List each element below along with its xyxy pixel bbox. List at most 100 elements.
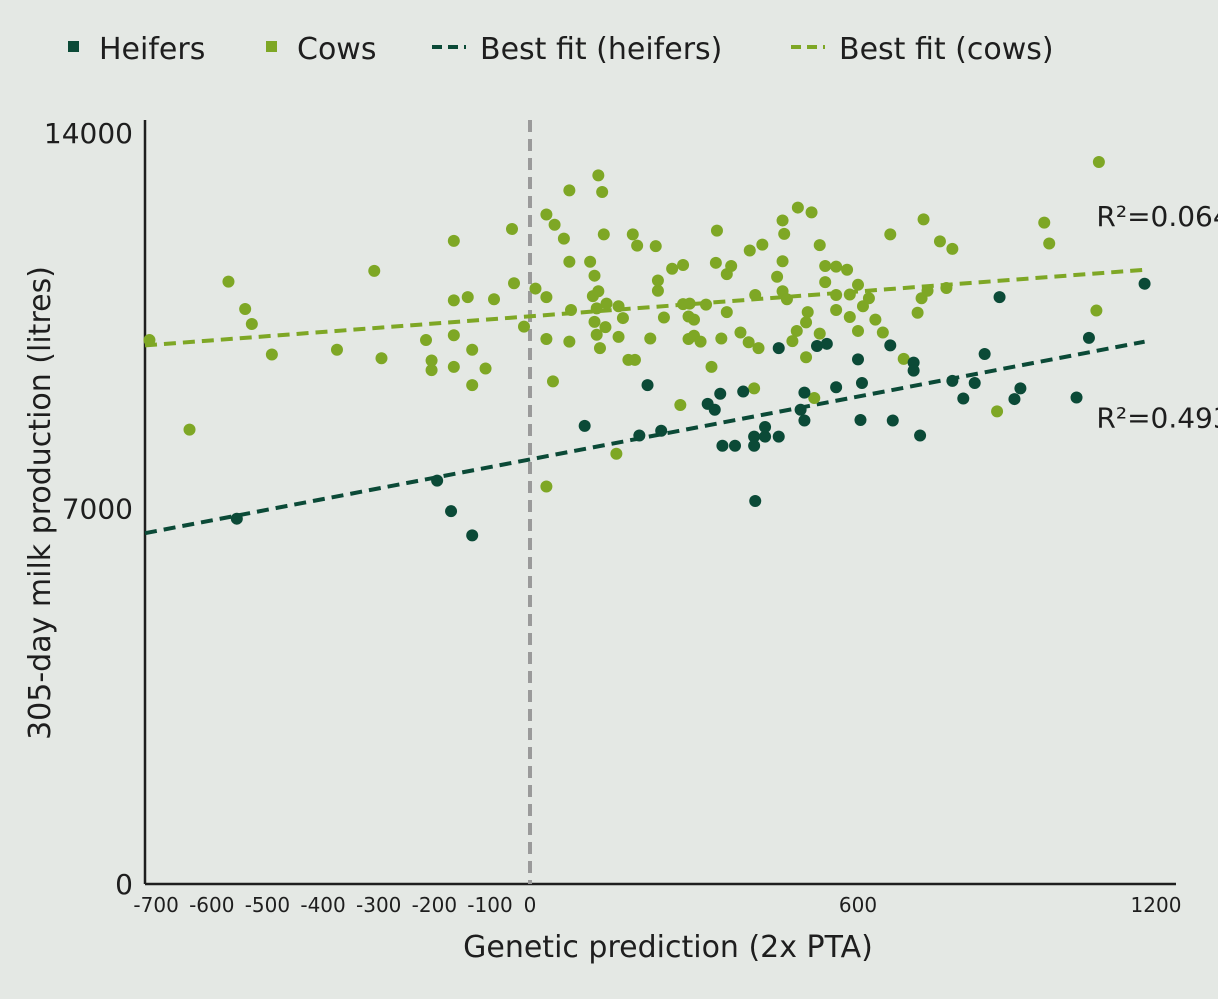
cow-point [368,264,381,277]
y-tick-label: 7000 [62,493,133,526]
heifer-point [716,439,729,452]
cow-point [600,297,613,310]
cow-point [447,294,460,307]
cow-point [529,282,542,295]
cow-point [447,329,460,342]
cow-point [557,232,570,245]
cow-point [584,255,597,268]
cow-point [801,306,814,319]
cow-point [694,335,707,348]
cow-point [876,326,889,339]
heifer-point [957,392,970,405]
cow-point [563,255,576,268]
heifer-point [230,512,243,525]
cow-point [590,328,603,341]
cow-point [862,292,875,305]
x-tick-label: -500 [245,893,290,917]
cow-point [709,256,722,269]
cow-point [239,302,252,315]
cow-point [631,239,644,252]
x-tick-label: 0 [524,893,537,917]
heifer-point [1008,393,1021,406]
cow-point [540,480,553,493]
cow-point [479,362,492,375]
heifer-point [431,474,444,487]
cow-point [612,330,625,343]
cow-point [1090,304,1103,317]
legend-marker-heifers [68,41,79,52]
x-tick-label: -700 [133,893,178,917]
legend-label-cows: Cows [297,32,376,67]
heifer-point [820,337,833,350]
cow-point [612,300,625,313]
cow-point [657,311,670,324]
cow-point [734,326,747,339]
cow-point [805,206,818,219]
heifer-point [729,439,741,452]
cow-point [651,274,664,287]
cow-point [674,398,687,411]
cow-point [940,282,953,295]
cow-point [843,310,856,323]
cow-point [1043,237,1056,250]
x-tick-labels: -700 -600 -500 -400 -300 -200 -100 0 600 1200 [133,893,1181,917]
cow-point [265,348,278,361]
y-axis-title: 305-day milk production (litres) [23,266,58,740]
heifer-point [884,339,897,352]
cow-point [725,260,738,273]
cow-point [628,353,641,366]
cow-point [830,260,843,273]
y-tick-label: 0 [115,868,133,901]
legend-label-fit-cows: Best fit (cows) [839,32,1054,67]
cow-point [800,316,813,329]
cow-point [222,275,235,288]
heifer-point [633,429,646,442]
cow-point [780,293,793,306]
heifer-point [1138,277,1151,290]
cow-point [540,291,553,304]
cow-point [749,289,762,302]
cow-point [715,332,728,345]
cow-point [610,447,623,460]
cow-point [649,240,662,253]
cow-point [143,334,156,347]
heifer-point [714,387,727,400]
cow-point [447,360,460,373]
cow-point [626,228,639,241]
cow-point [592,169,605,182]
cow-point [819,260,832,273]
heifer-point [655,424,668,437]
cow-point [743,244,756,257]
cow-point [1038,216,1051,229]
heifer-point [798,386,811,399]
heifer-point [811,339,823,352]
r-squared-annotations: R²=0.064 R²=0.493 [1096,200,1218,435]
heifer-point [855,376,868,389]
cow-point [819,276,832,289]
x-tick-label: -200 [412,893,457,917]
cow-point [593,342,606,355]
cow-point [616,312,629,325]
cow-point [813,239,826,252]
cow-point [565,304,577,317]
cow-point [830,304,843,317]
heifer-point [708,403,721,416]
cow-point [843,288,856,301]
x-tick-label: 1200 [1131,893,1182,917]
cow-point [776,214,789,227]
cow-point [813,327,826,340]
cow-point [791,201,804,214]
heifer-point [445,505,458,518]
r-squared-label: R²=0.493 [1096,401,1218,434]
cow-point [800,351,813,364]
heifer-point [946,374,959,387]
cow-point [911,306,924,319]
cow-point [588,269,601,282]
legend-label-heifers: Heifers [99,32,205,67]
cow-point [852,324,864,337]
cow-point [776,255,789,268]
cow-point [506,223,518,236]
cow-point [808,391,821,404]
cow-point [563,335,576,348]
heifer-point [759,420,772,433]
